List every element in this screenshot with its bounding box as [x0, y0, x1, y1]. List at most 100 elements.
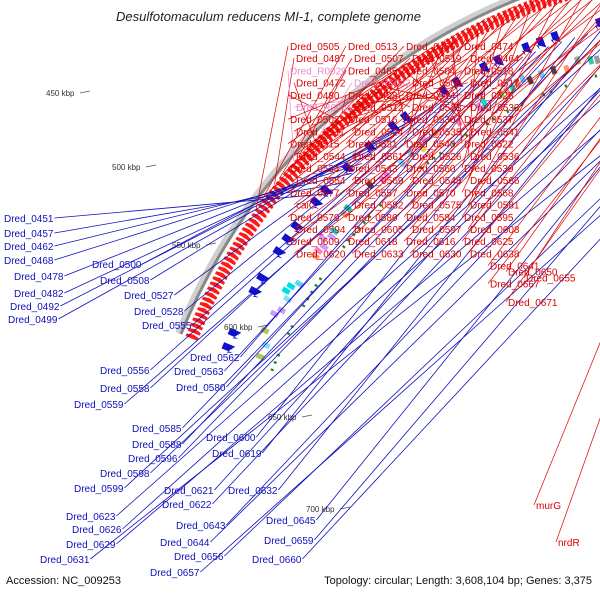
forward-label-connector [287, 18, 486, 169]
forward-gene-label: Dred_0524 [354, 127, 404, 138]
reverse-label-connector [314, 206, 600, 541]
forward-gene-label: Dred_0525 [464, 91, 514, 102]
cog-feature-block [319, 242, 329, 252]
forward-label-connector [533, 341, 600, 506]
forward-gene-label: Dred_0487 [296, 54, 346, 65]
forward-gene-label: Dred_0533 [470, 103, 520, 114]
forward-label-connector [351, 58, 414, 132]
gc-skew-tick [432, 156, 436, 161]
forward-gene-label: Dred_0625 [464, 237, 514, 248]
forward-gene-arrow [214, 271, 228, 280]
forward-label-connector [403, 39, 600, 242]
forward-gene-arrow [445, 38, 455, 51]
reverse-label-connector [226, 129, 600, 526]
forward-gene-arrow [523, 1, 531, 15]
forward-label-connector [409, 55, 420, 132]
forward-label-connector [293, 63, 408, 132]
forward-gene-arrow [564, 0, 568, 2]
reverse-gene-label: Dred_0629 [66, 540, 116, 551]
forward-gene-label: Dred_0650 [508, 268, 558, 279]
cog-feature-block [419, 134, 429, 145]
forward-gene-label: Dred_0526 [412, 152, 462, 163]
reverse-label-connector [116, 129, 600, 545]
forward-gene-arrow [248, 217, 261, 228]
cog-feature-block [313, 246, 324, 256]
forward-label-connector [376, 84, 469, 108]
forward-gene-label: Dred_0530 [406, 115, 456, 126]
reverse-gene-arrow [281, 233, 295, 246]
reverse-gene-label: Dred_0482 [14, 289, 64, 300]
reverse-label-connector [150, 68, 498, 389]
forward-gene-arrow [512, 5, 521, 19]
forward-gene-arrow [206, 286, 220, 295]
forward-label-connector [287, 70, 295, 162]
forward-label-connector [287, 0, 537, 193]
forward-label-connector [293, 32, 459, 157]
forward-gene-label: Dred_0480 [290, 91, 340, 102]
cog-feature-block [286, 281, 296, 291]
forward-gene-label: Dred_0638 [470, 249, 520, 260]
gc-skew-tick [357, 226, 361, 231]
cog-feature-block [479, 97, 489, 108]
forward-label-connector [293, 6, 514, 181]
forward-gene-label: Dred_0616 [406, 237, 456, 248]
forward-label-connector [403, 39, 446, 144]
reverse-gene-label: Dred_0657 [150, 568, 200, 579]
forward-label-connector [288, 57, 469, 168]
gc-skew-tick [594, 74, 598, 78]
reverse-gene-label: Dred_0588 [132, 440, 182, 451]
cog-feature-block [269, 309, 280, 318]
reverse-gene-arrow [227, 327, 242, 339]
forward-label-connector [403, 0, 593, 218]
forward-gene-label: Dred_0608 [470, 225, 520, 236]
gc-skew-tick [314, 283, 318, 288]
cog-feature-block [563, 64, 571, 74]
map-title: Desulfotomaculum reducens MI-1, complete… [116, 9, 421, 24]
gc-skew-tick [464, 133, 469, 138]
reverse-label-connector [58, 126, 404, 320]
gc-skew-tick [367, 214, 372, 219]
reverse-gene-arrow [594, 17, 600, 31]
forward-label-connector [555, 417, 600, 543]
reverse-gene-label: Dred_0596 [128, 454, 178, 465]
forward-gene-label: Dred_0630 [412, 249, 462, 260]
forward-label-connector [467, 22, 479, 156]
forward-label-connector [293, 0, 593, 230]
forward-gene-label: Dred_0557 [348, 188, 398, 199]
forward-gene-arrow [238, 231, 251, 242]
forward-gene-label: Dred_0502 [290, 115, 340, 126]
reverse-label-connector [192, 88, 462, 326]
forward-gene-label: Dred_0474 [464, 42, 514, 53]
reverse-label-connector [116, 87, 600, 517]
reverse-label-connector [150, 110, 427, 281]
forward-gene-arrow [187, 328, 201, 336]
forward-label-connector [345, 22, 600, 242]
cog-feature-block [508, 83, 517, 94]
reverse-gene-label: Dred_0563 [174, 367, 224, 378]
reverse-label-connector [182, 41, 562, 445]
reverse-label-connector [278, 87, 600, 491]
cog-feature-block [281, 286, 291, 295]
scale-tick-label: 550 kbp [172, 241, 201, 250]
cog-feature-block [255, 352, 265, 361]
gc-skew-tick [451, 142, 456, 147]
forward-gene-arrow [481, 19, 490, 33]
gc-skew-tick [341, 245, 346, 249]
forward-gene-arrow [411, 58, 421, 72]
gc-skew-tick [309, 290, 314, 294]
forward-gene-arrow [528, 0, 536, 13]
cog-feature-block [310, 251, 321, 261]
forward-label-connector [260, 45, 347, 203]
forward-gene-label: Dred_0575 [412, 201, 462, 212]
reverse-label-connector [224, 62, 511, 372]
forward-label-connector [287, 80, 383, 120]
scale-tick-mark [145, 164, 157, 168]
reverse-gene-label: Dred_0621 [164, 486, 214, 497]
forward-gene-label: Dred_0554 [296, 176, 346, 187]
forward-gene-arrow [383, 78, 394, 91]
accession-text: Accession: NC_009253 [6, 575, 121, 587]
scale-tick-label: 700 kbp [306, 505, 335, 514]
backbone-shadow [175, 0, 517, 335]
cog-feature-block [593, 55, 600, 65]
reverse-gene-label: Dred_0556 [100, 366, 150, 377]
